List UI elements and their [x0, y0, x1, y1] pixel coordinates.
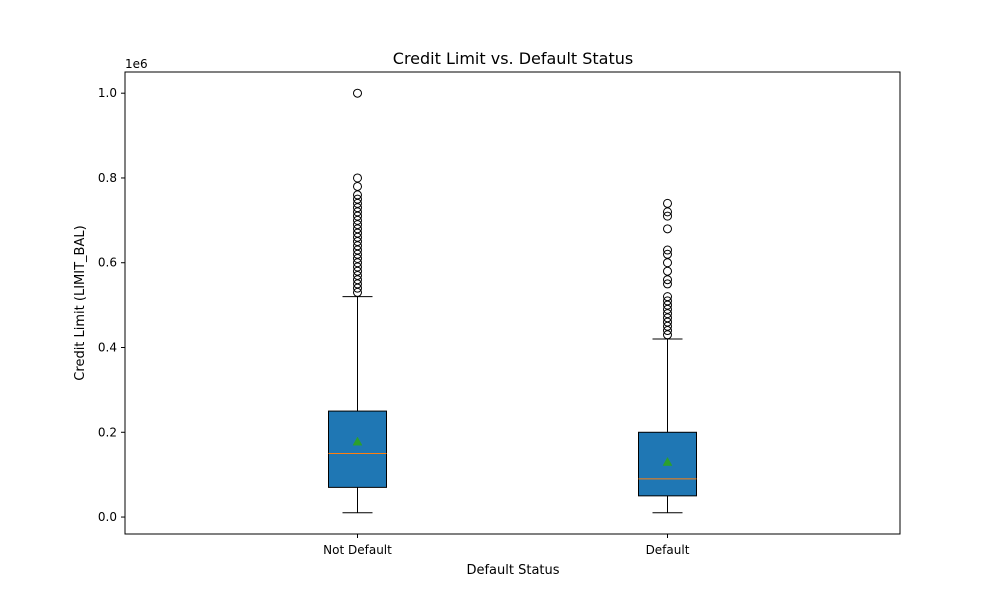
outlier-point: [663, 211, 672, 221]
outlier-point: [663, 279, 672, 289]
outlier-point: [353, 181, 362, 191]
plot-frame: [124, 71, 901, 535]
y-tick-label: 0.8: [98, 171, 117, 185]
y-axis-label: Credit Limit (LIMIT_BAL): [73, 225, 88, 380]
y-tick-label: 0.6: [98, 256, 117, 270]
outlier-point: [353, 173, 362, 183]
outlier-point: [663, 249, 672, 259]
y-tick-label: 1.0: [98, 86, 117, 100]
mean-marker: [352, 436, 363, 446]
mean-marker: [662, 456, 673, 466]
outlier-point: [663, 198, 672, 208]
outlier-point: [353, 194, 362, 204]
y-tick-label: 0.0: [98, 510, 117, 524]
outlier-point: [663, 224, 672, 234]
iqr-box: [328, 410, 387, 488]
y-tick-label: 0.2: [98, 425, 117, 439]
outlier-point: [663, 296, 672, 306]
x-tick-label: Not Default: [323, 543, 392, 557]
outlier-point: [663, 245, 672, 255]
outlier-point: [663, 266, 672, 276]
x-tick-label: Default: [646, 543, 690, 557]
y-tick-label: 0.4: [98, 341, 117, 355]
outlier-point: [353, 88, 362, 98]
outlier-point: [663, 258, 672, 268]
chart-title: Credit Limit vs. Default Status: [393, 49, 633, 68]
plot-marks: 0.0 0.2 0.4 0.6 0.8 1.0 Not Default Default: [98, 86, 697, 557]
outlier-point: [663, 292, 672, 302]
x-axis-label: Default Status: [466, 563, 559, 578]
y-offset-label: 1e6: [125, 57, 148, 71]
